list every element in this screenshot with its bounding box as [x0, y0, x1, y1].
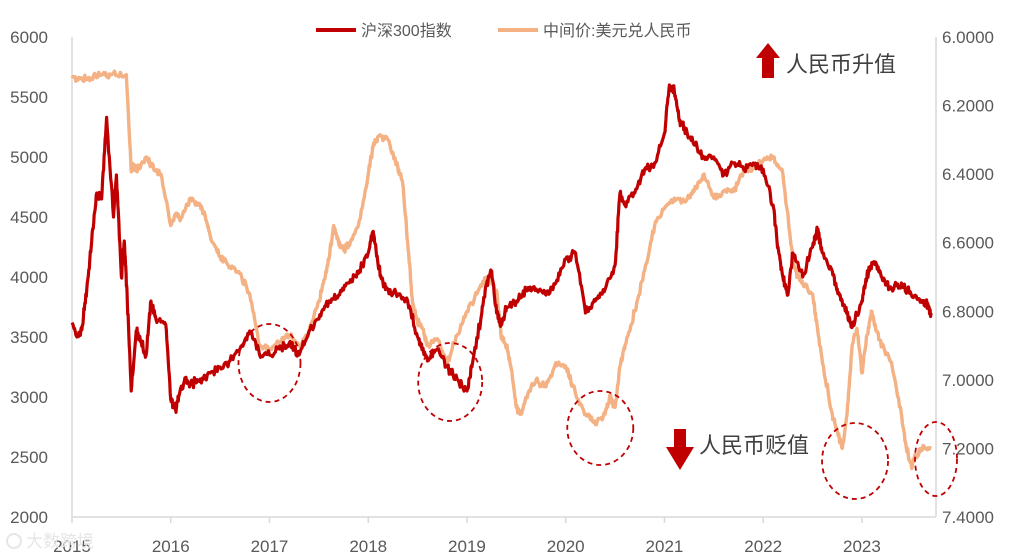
x-tick-label: 2023: [843, 537, 881, 556]
legend: 沪深300指数 中间价:美元兑人民币: [316, 22, 691, 40]
dashed-circle: [566, 390, 635, 466]
y-left-tick-label: 3500: [10, 328, 48, 347]
x-tick-label: 2018: [349, 537, 387, 556]
appreciation-label: 人民币升值: [786, 52, 896, 77]
x-tick-label: 2021: [646, 537, 684, 556]
y-left-tick-label: 4000: [10, 268, 48, 287]
x-tick-label: 2017: [251, 537, 289, 556]
y-right-tick-label: 7.0000: [942, 371, 994, 390]
y-left-tick-label: 5000: [10, 148, 48, 167]
x-tick-label: 2022: [744, 537, 782, 556]
dashed-circle: [237, 323, 302, 403]
down-arrow-icon: [666, 429, 694, 470]
tick-labels: 2000 2500 3000 3500 4000 4500 5000 5500 6000 6.00…: [10, 28, 994, 556]
dashed-circle: [821, 422, 889, 500]
watermark-text: 大数跨境: [26, 532, 94, 551]
y-left-tick-label: 2500: [10, 448, 48, 467]
dashed-circle: [417, 342, 484, 422]
y-left-tick-label: 6000: [10, 28, 48, 47]
x-tick-label: 2019: [448, 537, 486, 556]
legend-label-hs300: 沪深300指数: [361, 22, 452, 40]
x-tick-label: 2015: [53, 537, 91, 556]
depreciation-label: 人民币贬值: [699, 433, 809, 458]
y-right-tick-label: 7.2000: [942, 439, 994, 458]
y-right-tick-label: 6.2000: [942, 97, 994, 116]
dashed-circle: [914, 421, 958, 497]
series-layer: [70, 69, 933, 471]
y-right-tick-label: 6.4000: [942, 165, 994, 184]
y-left-tick-label: 5500: [10, 88, 48, 107]
y-right-tick-label: 6.6000: [942, 234, 994, 253]
watermark-logo-icon: [6, 533, 22, 549]
y-right-tick-label: 6.8000: [942, 302, 994, 321]
axis-lines: [71, 37, 937, 523]
y-right-tick-label: 6.0000: [942, 28, 994, 47]
series-line-hs300: [70, 83, 933, 414]
series-line-usdcny: [70, 69, 932, 471]
up-arrow-icon: [756, 43, 780, 78]
x-tick-label: 2020: [547, 537, 585, 556]
legend-label-usdcny: 中间价:美元兑人民币: [543, 22, 691, 40]
y-right-tick-label: 7.4000: [942, 508, 994, 527]
x-tick-label: 2016: [152, 537, 190, 556]
y-left-tick-label: 3000: [10, 388, 48, 407]
y-left-tick-label: 4500: [10, 208, 48, 227]
y-left-tick-label: 2000: [10, 508, 48, 527]
watermark: 大数跨境: [6, 532, 94, 551]
